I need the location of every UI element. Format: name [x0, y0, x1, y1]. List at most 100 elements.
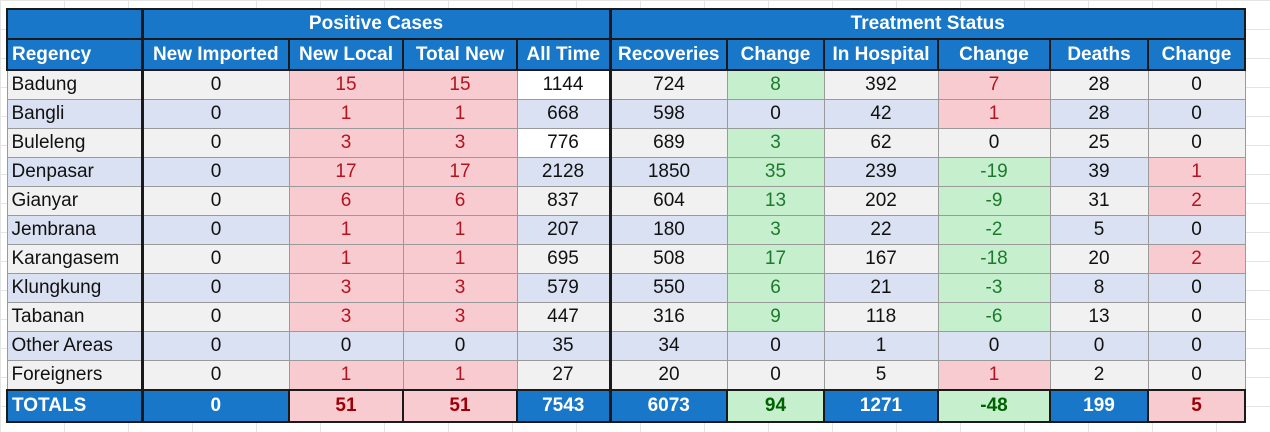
cell-regency[interactable]: Buleleng	[6, 128, 143, 158]
total-new-imported[interactable]: 0	[140, 389, 290, 423]
cell-total-new[interactable]: 1	[402, 99, 518, 129]
cell-total-new[interactable]: 3	[402, 302, 518, 332]
header-regency[interactable]: Regency	[6, 38, 143, 71]
cell-all-time[interactable]: 776	[516, 128, 611, 158]
cell-new-local[interactable]: 3	[288, 302, 404, 332]
cell-regency[interactable]: Badung	[6, 69, 143, 100]
cell-deaths-change[interactable]: 0	[1147, 128, 1246, 158]
cell-recoveries-change[interactable]: 13	[726, 186, 825, 216]
cell-new-imported[interactable]: 0	[140, 302, 290, 332]
cell-recoveries[interactable]: 508	[608, 244, 728, 274]
cell-total-new[interactable]: 3	[402, 273, 518, 303]
cell-deaths[interactable]: 20	[1049, 244, 1149, 274]
cell-in-hospital[interactable]: 118	[823, 302, 939, 332]
group-treatment-status[interactable]: Treatment Status	[608, 8, 1246, 40]
cell-deaths[interactable]: 8	[1049, 273, 1149, 303]
cell-regency[interactable]: Bangli	[6, 99, 143, 129]
cell-hospital-change[interactable]: -9	[937, 186, 1051, 216]
cell-regency[interactable]: Jembrana	[6, 215, 143, 245]
header-all-time[interactable]: All Time	[516, 38, 611, 71]
cell-recoveries-change[interactable]: 0	[726, 331, 825, 361]
cell-hospital-change[interactable]: -19	[937, 157, 1051, 187]
cell-recoveries-change[interactable]: 9	[726, 302, 825, 332]
cell-regency[interactable]: Gianyar	[6, 186, 143, 216]
cell-deaths[interactable]: 31	[1049, 186, 1149, 216]
cell-in-hospital[interactable]: 392	[823, 69, 939, 100]
cell-hospital-change[interactable]: 1	[937, 360, 1051, 391]
cell-recoveries[interactable]: 316	[608, 302, 728, 332]
cell-recoveries-change[interactable]: 8	[726, 69, 825, 100]
cell-deaths[interactable]: 28	[1049, 69, 1149, 100]
total-recoveries[interactable]: 6073	[608, 389, 728, 423]
cell-in-hospital[interactable]: 21	[823, 273, 939, 303]
cell-recoveries-change[interactable]: 0	[726, 360, 825, 391]
cell-new-imported[interactable]: 0	[140, 69, 290, 100]
total-hospital-change[interactable]: -48	[937, 389, 1051, 423]
cell-recoveries[interactable]: 598	[608, 99, 728, 129]
cell-recoveries[interactable]: 689	[608, 128, 728, 158]
cell-all-time[interactable]: 579	[516, 273, 611, 303]
cell-in-hospital[interactable]: 22	[823, 215, 939, 245]
header-recoveries[interactable]: Recoveries	[608, 38, 728, 71]
cell-deaths[interactable]: 25	[1049, 128, 1149, 158]
cell-all-time[interactable]: 447	[516, 302, 611, 332]
total-new-local[interactable]: 51	[288, 389, 404, 423]
cell-deaths-change[interactable]: 0	[1147, 273, 1246, 303]
cell-new-imported[interactable]: 0	[140, 186, 290, 216]
cell-hospital-change[interactable]: 0	[937, 331, 1051, 361]
cell-regency[interactable]: Other Areas	[6, 331, 143, 361]
total-recoveries-change[interactable]: 94	[726, 389, 825, 423]
cell-deaths[interactable]: 28	[1049, 99, 1149, 129]
total-deaths-change[interactable]: 5	[1147, 389, 1246, 423]
cell-new-local[interactable]: 17	[288, 157, 404, 187]
total-total-new[interactable]: 51	[402, 389, 518, 423]
header-deaths[interactable]: Deaths	[1049, 38, 1149, 71]
cell-hospital-change[interactable]: 7	[937, 69, 1051, 100]
cell-all-time[interactable]: 2128	[516, 157, 611, 187]
cell-recoveries[interactable]: 724	[608, 69, 728, 100]
cell-recoveries-change[interactable]: 3	[726, 128, 825, 158]
total-in-hospital[interactable]: 1271	[823, 389, 939, 423]
cell-new-local[interactable]: 3	[288, 128, 404, 158]
header-deaths-change[interactable]: Change	[1147, 38, 1246, 71]
cell-recoveries-change[interactable]: 3	[726, 215, 825, 245]
cell-hospital-change[interactable]: -18	[937, 244, 1051, 274]
cell-deaths-change[interactable]: 0	[1147, 331, 1246, 361]
cell-total-new[interactable]: 17	[402, 157, 518, 187]
cell-all-time[interactable]: 837	[516, 186, 611, 216]
cell-all-time[interactable]: 35	[516, 331, 611, 361]
cell-all-time[interactable]: 668	[516, 99, 611, 129]
cell-recoveries[interactable]: 20	[608, 360, 728, 391]
header-hospital-change[interactable]: Change	[937, 38, 1051, 71]
cell-new-imported[interactable]: 0	[140, 360, 290, 391]
total-all-time[interactable]: 7543	[516, 389, 611, 423]
cell-new-imported[interactable]: 0	[140, 128, 290, 158]
cell-recoveries[interactable]: 180	[608, 215, 728, 245]
cell-total-new[interactable]: 1	[402, 215, 518, 245]
cell-recoveries-change[interactable]: 17	[726, 244, 825, 274]
cell-in-hospital[interactable]: 167	[823, 244, 939, 274]
cell-new-local[interactable]: 0	[288, 331, 404, 361]
cell-deaths[interactable]: 13	[1049, 302, 1149, 332]
cell-hospital-change[interactable]: 0	[937, 128, 1051, 158]
cell-total-new[interactable]: 3	[402, 128, 518, 158]
header-new-local[interactable]: New Local	[288, 38, 404, 71]
cell-regency[interactable]: Klungkung	[6, 273, 143, 303]
cell-all-time[interactable]: 27	[516, 360, 611, 391]
cell-in-hospital[interactable]: 42	[823, 99, 939, 129]
cell-hospital-change[interactable]: -2	[937, 215, 1051, 245]
totals-label[interactable]: TOTALS	[6, 389, 143, 423]
cell-new-local[interactable]: 1	[288, 215, 404, 245]
cell-recoveries[interactable]: 604	[608, 186, 728, 216]
cell-new-local[interactable]: 3	[288, 273, 404, 303]
cell-recoveries-change[interactable]: 0	[726, 99, 825, 129]
cell-in-hospital[interactable]: 239	[823, 157, 939, 187]
cell-new-local[interactable]: 1	[288, 244, 404, 274]
cell-regency[interactable]: Foreigners	[6, 360, 143, 391]
cell-deaths-change[interactable]: 0	[1147, 302, 1246, 332]
cell-total-new[interactable]: 6	[402, 186, 518, 216]
cell-all-time[interactable]: 695	[516, 244, 611, 274]
cell-recoveries[interactable]: 1850	[608, 157, 728, 187]
cell-deaths[interactable]: 2	[1049, 360, 1149, 391]
cell-deaths-change[interactable]: 0	[1147, 99, 1246, 129]
